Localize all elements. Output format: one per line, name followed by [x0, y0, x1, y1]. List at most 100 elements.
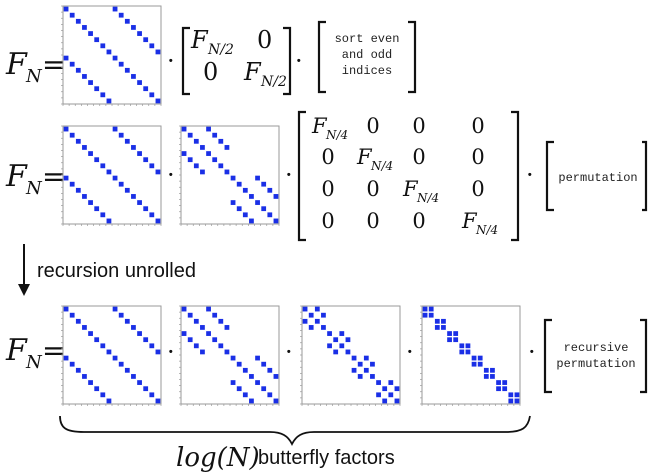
butterfly-factors-label: butterfly factors [258, 447, 395, 469]
sort-line-3: indices [342, 64, 392, 78]
matrix-cell [112, 306, 118, 312]
matrix-cell [261, 386, 267, 392]
butterfly-matrix-8 [179, 305, 280, 406]
block-zero-entry: 0 [366, 209, 379, 233]
lhs-F: F [5, 159, 28, 194]
matrix-cell [82, 145, 87, 150]
matrix-cell [459, 343, 465, 349]
matrix-cell [181, 306, 187, 312]
sort-line-1: sort even [335, 32, 400, 46]
matrix-cell [230, 380, 236, 385]
matrix-cell [502, 380, 508, 385]
matrix-cell [273, 398, 279, 404]
row-3: F N = · · · · recursive permutation [5, 305, 648, 406]
matrix-cell [112, 175, 118, 181]
matrix-cell [434, 325, 440, 330]
matrix-cell [308, 312, 314, 318]
log-n-label: log(N) [176, 443, 260, 472]
matrix-cell [357, 361, 363, 367]
half-block-diagonal-matrix: F N/2 0 0 F N/2 [181, 26, 292, 96]
matrix-cell [314, 306, 320, 312]
matrix-cell [212, 337, 218, 343]
matrix-cell [149, 163, 155, 169]
lhs-equals: = [42, 334, 65, 367]
matrix-cell [302, 306, 308, 312]
matrix-cell [363, 367, 369, 373]
matrix-cell [351, 355, 357, 361]
matrix-cell [88, 331, 93, 336]
matrix-cell [200, 145, 205, 150]
matrix-cell [206, 306, 211, 312]
matrix-cell [273, 374, 279, 379]
block-F-top-left: F [190, 26, 209, 54]
footer-caption: log(N) butterfly factors [176, 443, 395, 472]
matrix-cell [131, 25, 136, 30]
matrix-cell [100, 92, 106, 98]
matrix-cell [155, 169, 161, 175]
matrix-cell [477, 355, 483, 361]
matrix-cell [224, 349, 230, 355]
matrix-cell [447, 331, 452, 336]
block-zero-entry: 0 [471, 177, 484, 201]
matrix-cell [63, 175, 69, 181]
matrix-cell [242, 212, 248, 218]
matrix-cell [124, 318, 130, 324]
butterfly-matrix-16 [61, 125, 162, 226]
block-zero-entry: 0 [471, 145, 484, 169]
matrix-cell [345, 349, 351, 355]
matrix-cell [69, 361, 75, 367]
matrix-cell [502, 386, 508, 392]
matrix-cell [75, 187, 81, 193]
lhs-equals: = [42, 160, 65, 193]
matrix-cell [181, 151, 187, 156]
butterfly-matrix-16 [61, 305, 162, 406]
block-zero-entry: 0 [366, 177, 379, 201]
matrix-cell [218, 318, 224, 324]
matrix-cell [149, 43, 155, 49]
block-F-subscript: N/4 [325, 128, 348, 142]
matrix-cell [321, 325, 326, 330]
matrix-cell [249, 374, 254, 379]
matrix-cell [267, 367, 273, 373]
recursive-permutation-matrix: recursive permutation [543, 318, 648, 394]
matrix-cell [94, 386, 100, 392]
matrix-cell [447, 337, 452, 343]
matrix-cell [94, 157, 100, 163]
matrix-cell [441, 325, 446, 330]
matrix-cell [106, 218, 112, 224]
matrix-cell [471, 361, 477, 367]
quarter-block-diagonal-matrix: F N/4 0 0 00 F N/4 0 00 0 F N/4 00 0 0 F N/4 [297, 110, 520, 242]
block-zero-entry: 0 [471, 114, 484, 138]
matrix-cell [100, 392, 106, 398]
matrix-cell [106, 98, 112, 104]
lhs-equals: = [42, 48, 65, 81]
matrix-cell [422, 306, 428, 312]
row-1: F N = · F N/2 0 0 F N/2 · sort even and … [5, 5, 417, 106]
matrix-cell [224, 325, 230, 330]
matrix-cell [453, 337, 459, 343]
matrix-cell [106, 169, 112, 175]
matrix-cell [155, 398, 161, 404]
matrix-cell [261, 206, 267, 212]
matrix-cell [88, 31, 93, 36]
matrix-cell [465, 343, 471, 349]
matrix-cell [459, 349, 465, 355]
matrix-cell [112, 355, 118, 361]
matrix-cell [88, 151, 93, 156]
matrix-cell [143, 337, 149, 343]
dot-operator: · [167, 338, 175, 366]
matrix-cell [236, 181, 242, 187]
block-zero-entry: 0 [321, 209, 334, 233]
matrix-cell [100, 212, 106, 218]
matrix-cell [181, 126, 187, 132]
matrix-cell [143, 86, 149, 92]
matrix-cell [100, 43, 106, 49]
matrix-cell [187, 312, 193, 318]
dot-operator: · [285, 161, 293, 189]
matrix-cell [273, 194, 279, 199]
matrix-cell [94, 206, 100, 212]
matrix-cell [75, 138, 81, 144]
sort-even-odd-permutation: sort even and odd indices [317, 20, 417, 94]
block-F-entry: F [356, 145, 373, 169]
matrix-cell [155, 349, 161, 355]
